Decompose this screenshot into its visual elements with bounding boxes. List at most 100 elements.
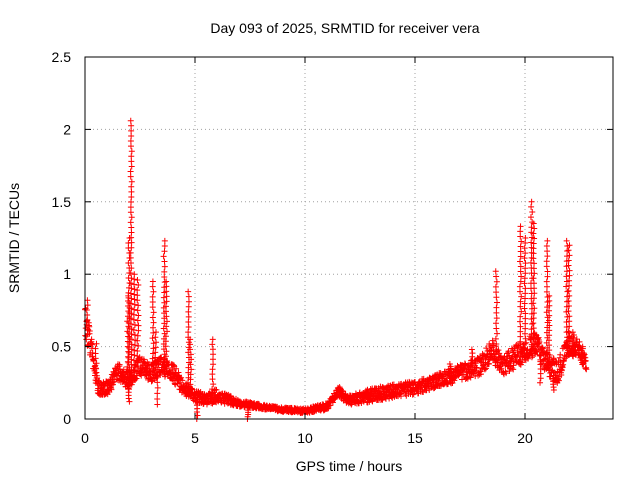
data-point <box>160 253 167 260</box>
data-point <box>494 299 501 306</box>
data-point <box>131 362 138 369</box>
data-point <box>130 316 137 323</box>
data-point <box>566 323 573 330</box>
data-point <box>536 338 543 345</box>
data-point <box>565 247 572 254</box>
data-point <box>154 384 161 391</box>
data-point <box>93 369 100 376</box>
axes <box>84 56 613 420</box>
data-point <box>128 361 135 368</box>
data-point <box>521 245 528 252</box>
data-point <box>127 300 134 307</box>
data-point <box>127 315 134 322</box>
data-point <box>493 278 500 285</box>
data-point <box>128 224 135 231</box>
data-point <box>128 341 135 348</box>
data-point <box>582 357 589 364</box>
data-point <box>570 343 577 350</box>
x-axis-label: GPS time / hours <box>296 458 403 474</box>
data-point <box>543 263 550 270</box>
data-point <box>563 283 570 290</box>
data-point <box>185 303 192 310</box>
data-point <box>517 313 524 320</box>
data-point <box>209 346 216 353</box>
data-point <box>327 402 334 409</box>
data-point <box>127 204 134 211</box>
data-point <box>130 357 137 364</box>
y-tick-label: 1.5 <box>52 194 72 210</box>
data-point <box>135 312 142 319</box>
data-point <box>521 350 528 357</box>
data-point <box>210 381 217 388</box>
data-point <box>131 301 138 308</box>
data-point <box>510 349 517 356</box>
data-point <box>187 351 194 358</box>
data-point <box>563 318 570 325</box>
x-tick-label: 0 <box>81 430 89 446</box>
data-point <box>213 386 220 393</box>
data-point <box>154 368 161 375</box>
data-point <box>128 183 135 190</box>
data-point <box>131 306 138 313</box>
data-point <box>547 373 554 380</box>
data-point <box>124 343 131 350</box>
data-point <box>134 358 141 365</box>
data-point <box>543 288 550 295</box>
data-point <box>109 381 116 388</box>
data-point <box>131 352 138 359</box>
y-tick-label: 0 <box>63 411 71 427</box>
data-point <box>517 248 524 255</box>
chart-title: Day 093 of 2025, SRMTID for receiver ver… <box>210 20 479 36</box>
data-point <box>128 127 135 134</box>
data-point <box>493 309 500 316</box>
data-point <box>187 381 194 388</box>
data-point <box>185 318 192 325</box>
data-point <box>522 315 529 322</box>
data-point <box>116 361 123 368</box>
data-point <box>161 273 168 280</box>
data-point <box>566 282 573 289</box>
data-point <box>503 370 510 377</box>
data-point <box>565 328 572 335</box>
data-point <box>550 369 557 376</box>
data-point <box>127 290 134 297</box>
data-point <box>128 188 135 195</box>
data-point <box>528 239 535 246</box>
data-point <box>134 368 141 375</box>
data-point <box>161 263 168 270</box>
data-point <box>83 336 90 343</box>
data-point <box>521 345 528 352</box>
tick-labels: 0 5 10 15 20 0 0.5 1 1.5 2 2.5 <box>52 49 533 446</box>
data-point <box>179 377 186 384</box>
data-point <box>135 282 142 289</box>
data-point <box>135 342 142 349</box>
data-point <box>569 329 576 336</box>
data-point <box>125 368 132 375</box>
data-point <box>469 350 476 357</box>
data-point <box>494 330 501 337</box>
data-point <box>131 271 138 278</box>
data-point <box>570 332 577 339</box>
data-point <box>163 318 170 325</box>
data-point <box>128 239 135 246</box>
data-point <box>131 347 138 354</box>
data-point <box>493 304 500 311</box>
data-point <box>565 257 572 264</box>
data-point <box>128 193 135 200</box>
data-point <box>89 341 96 348</box>
data-points <box>82 117 590 422</box>
data-point <box>543 278 550 285</box>
data-point <box>522 270 529 277</box>
data-point <box>194 412 201 419</box>
data-point <box>382 394 389 401</box>
data-point <box>579 343 586 350</box>
data-point <box>128 310 135 317</box>
data-point <box>544 268 551 275</box>
data-point <box>187 336 194 343</box>
data-point <box>128 275 135 282</box>
data-point <box>126 334 133 341</box>
data-point <box>128 214 135 221</box>
data-point <box>564 349 571 356</box>
data-point <box>563 344 570 351</box>
data-point <box>518 308 525 315</box>
